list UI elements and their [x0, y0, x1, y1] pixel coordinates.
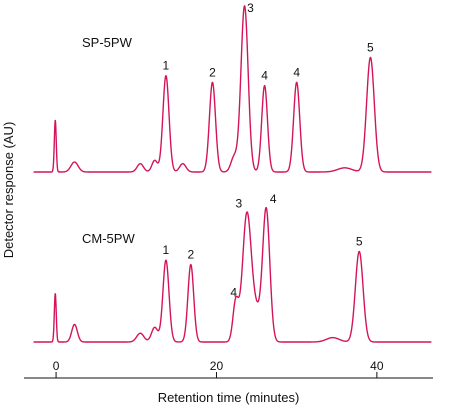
peak-label: 5: [367, 41, 374, 55]
series-line-sp-5pw: [33, 5, 432, 173]
peak-label: 2: [187, 248, 194, 262]
peak-label: 3: [247, 1, 254, 15]
series-label: SP-5PW: [82, 35, 133, 50]
series-label: CM-5PW: [82, 231, 135, 246]
x-tick-label: 20: [210, 359, 224, 373]
peak-label: 5: [356, 235, 363, 249]
y-axis-title: Detector response (AU): [1, 122, 16, 259]
x-tick-label: 40: [370, 359, 384, 373]
peak-label: 3: [236, 197, 243, 211]
x-tick-label: 0: [53, 359, 60, 373]
x-axis-title: Retention time (minutes): [158, 390, 300, 405]
peak-label: 4: [293, 65, 300, 79]
peak-label: 1: [163, 59, 170, 73]
peak-label: 4: [270, 192, 277, 206]
peak-label: 4: [261, 69, 268, 83]
peak-label: 4: [230, 286, 237, 300]
peak-label: 2: [209, 65, 216, 79]
plot-area: SP-5PW 1 2 3 4 4 5 CM-5PW 1 2 4 3 4 5: [33, 1, 432, 343]
peak-label: 1: [163, 243, 170, 257]
x-ticks: 0 20 40: [53, 359, 384, 378]
series-line-cm-5pw: [33, 206, 432, 343]
